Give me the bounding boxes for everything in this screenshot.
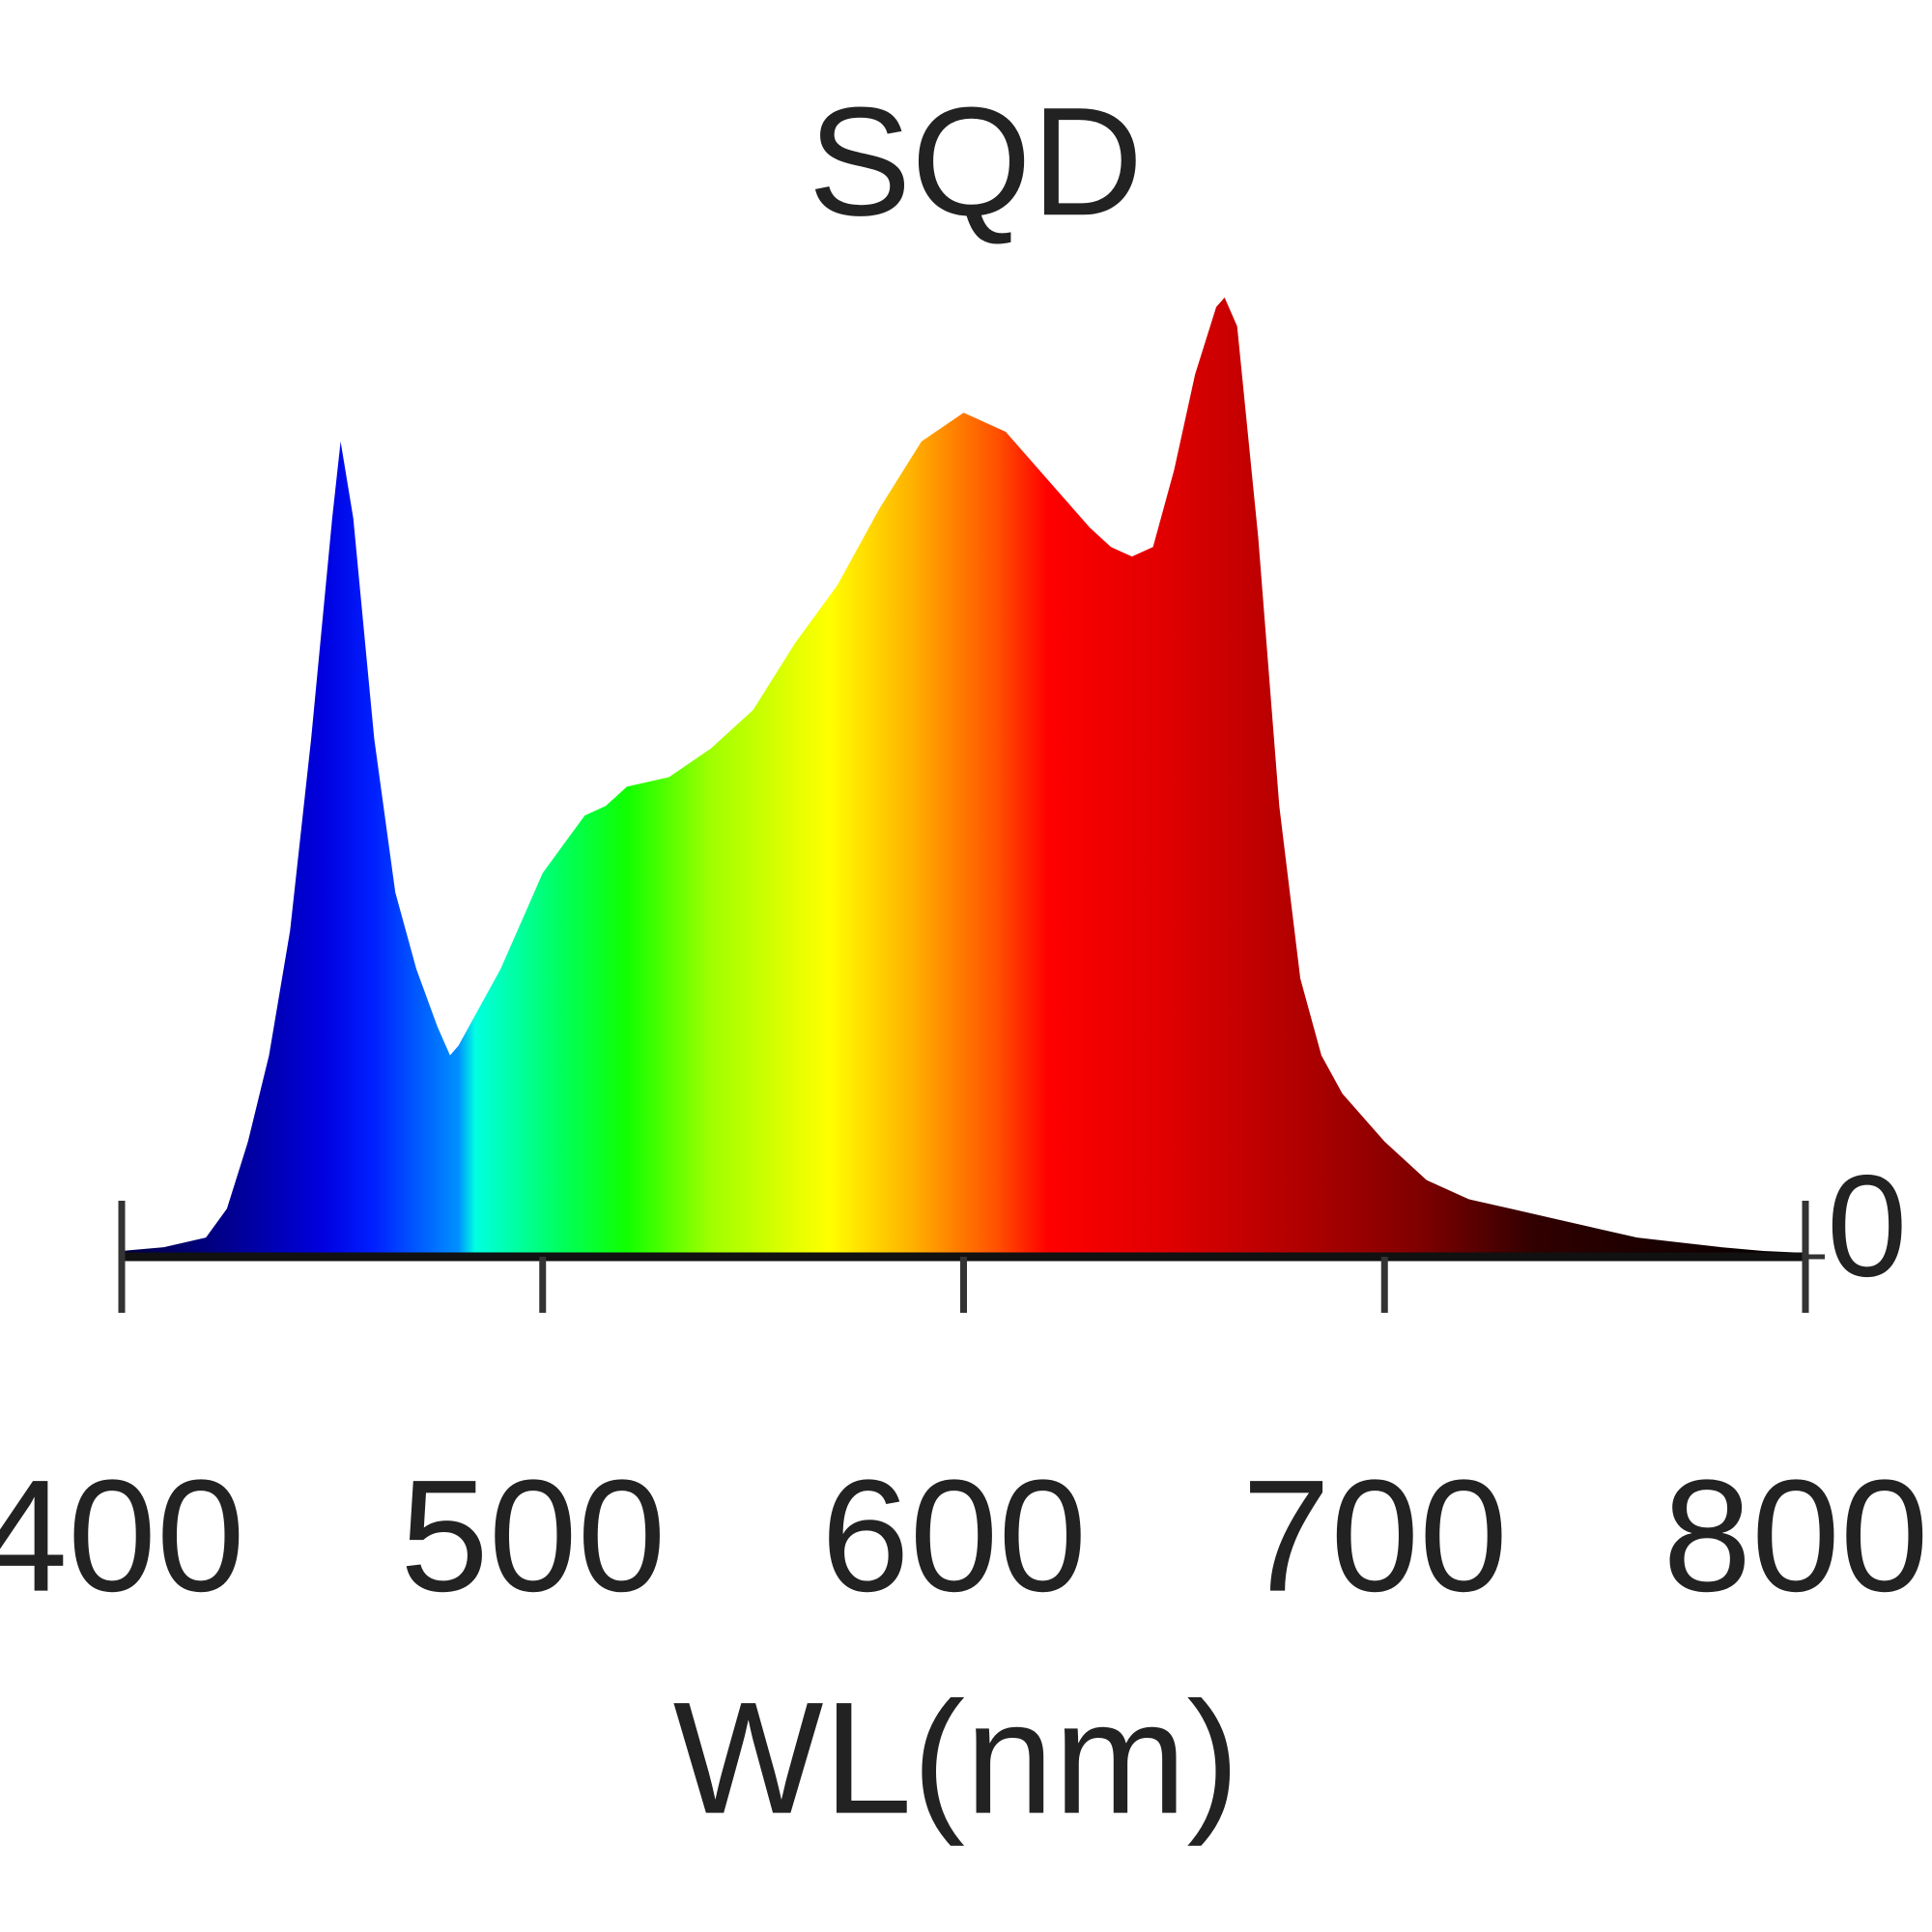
chart-title: SQD xyxy=(809,74,1144,247)
x-axis-label: WL(nm) xyxy=(673,1669,1240,1847)
x-tick-label: 600 xyxy=(821,1447,1087,1625)
spectrum-area xyxy=(122,298,1805,1257)
x-tick-label: 700 xyxy=(1242,1447,1508,1625)
x-tick-label: 800 xyxy=(1662,1447,1928,1625)
y-tick-label: 0 xyxy=(1827,1145,1907,1307)
x-tick-label: 400 xyxy=(0,1447,245,1625)
x-tick-label: 500 xyxy=(400,1447,666,1625)
